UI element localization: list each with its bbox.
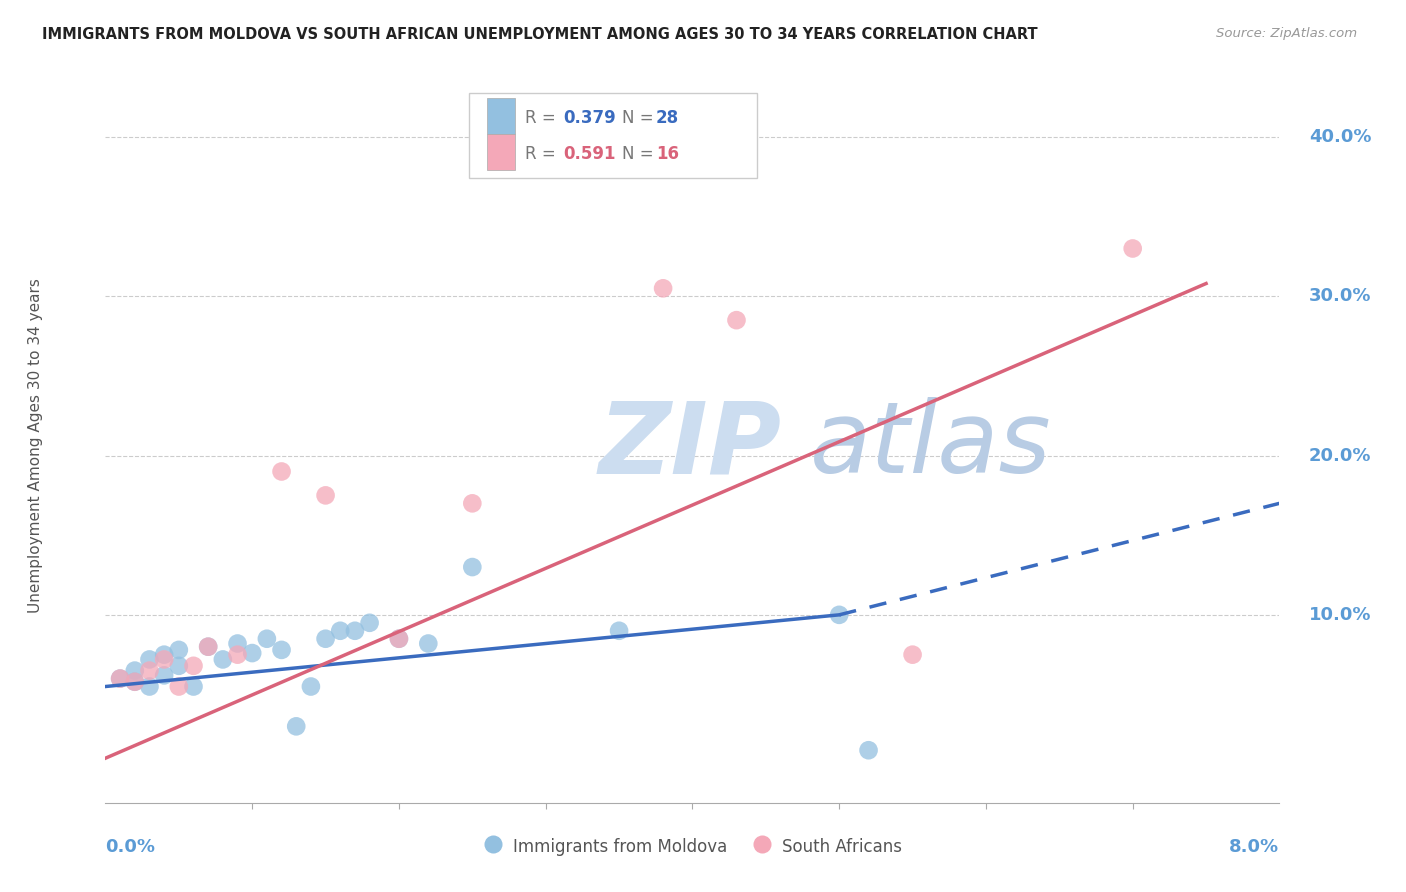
- Point: [108, 672, 131, 686]
- Point: [183, 680, 205, 694]
- Point: [901, 648, 924, 662]
- Text: 8.0%: 8.0%: [1229, 838, 1279, 855]
- Point: [828, 607, 851, 622]
- Point: [211, 652, 233, 666]
- Point: [725, 313, 748, 327]
- Point: [270, 465, 292, 479]
- Point: [315, 632, 337, 646]
- Point: [167, 680, 190, 694]
- Text: 10.0%: 10.0%: [1309, 606, 1371, 624]
- Text: R =: R =: [524, 145, 561, 163]
- Point: [167, 658, 190, 673]
- Text: Source: ZipAtlas.com: Source: ZipAtlas.com: [1216, 27, 1357, 40]
- Text: 28: 28: [657, 110, 679, 128]
- Point: [167, 643, 190, 657]
- Text: IMMIGRANTS FROM MOLDOVA VS SOUTH AFRICAN UNEMPLOYMENT AMONG AGES 30 TO 34 YEARS : IMMIGRANTS FROM MOLDOVA VS SOUTH AFRICAN…: [42, 27, 1038, 42]
- Point: [108, 672, 131, 686]
- Point: [607, 624, 630, 638]
- Point: [270, 643, 292, 657]
- Text: 0.379: 0.379: [564, 110, 616, 128]
- Text: atlas: atlas: [810, 398, 1052, 494]
- Text: ZIP: ZIP: [599, 398, 782, 494]
- Point: [329, 624, 352, 638]
- Point: [418, 636, 440, 650]
- FancyBboxPatch shape: [486, 135, 515, 170]
- Point: [461, 496, 484, 510]
- Point: [138, 652, 160, 666]
- Point: [343, 624, 366, 638]
- Point: [299, 680, 322, 694]
- Point: [1122, 242, 1144, 256]
- FancyBboxPatch shape: [486, 98, 515, 134]
- Point: [183, 658, 205, 673]
- Legend: Immigrants from Moldova, South Africans: Immigrants from Moldova, South Africans: [477, 830, 908, 863]
- Text: 30.0%: 30.0%: [1309, 287, 1371, 305]
- Text: 0.0%: 0.0%: [105, 838, 156, 855]
- Point: [359, 615, 381, 630]
- Point: [197, 640, 219, 654]
- FancyBboxPatch shape: [470, 93, 756, 178]
- Point: [153, 652, 176, 666]
- Point: [153, 648, 176, 662]
- Text: 16: 16: [657, 145, 679, 163]
- Point: [388, 632, 411, 646]
- Point: [315, 488, 337, 502]
- Text: N =: N =: [621, 145, 659, 163]
- Text: R =: R =: [524, 110, 561, 128]
- Point: [124, 664, 146, 678]
- Text: N =: N =: [621, 110, 659, 128]
- Point: [285, 719, 308, 733]
- Text: 40.0%: 40.0%: [1309, 128, 1371, 146]
- Text: Unemployment Among Ages 30 to 34 years: Unemployment Among Ages 30 to 34 years: [28, 278, 42, 614]
- Point: [858, 743, 880, 757]
- Text: 20.0%: 20.0%: [1309, 447, 1371, 465]
- Point: [240, 646, 263, 660]
- Point: [226, 648, 249, 662]
- Point: [388, 632, 411, 646]
- Point: [138, 680, 160, 694]
- Point: [226, 636, 249, 650]
- Point: [652, 281, 675, 295]
- Point: [461, 560, 484, 574]
- Point: [197, 640, 219, 654]
- Point: [256, 632, 278, 646]
- Point: [124, 674, 146, 689]
- Point: [153, 668, 176, 682]
- Point: [124, 674, 146, 689]
- Text: 0.591: 0.591: [564, 145, 616, 163]
- Point: [138, 664, 160, 678]
